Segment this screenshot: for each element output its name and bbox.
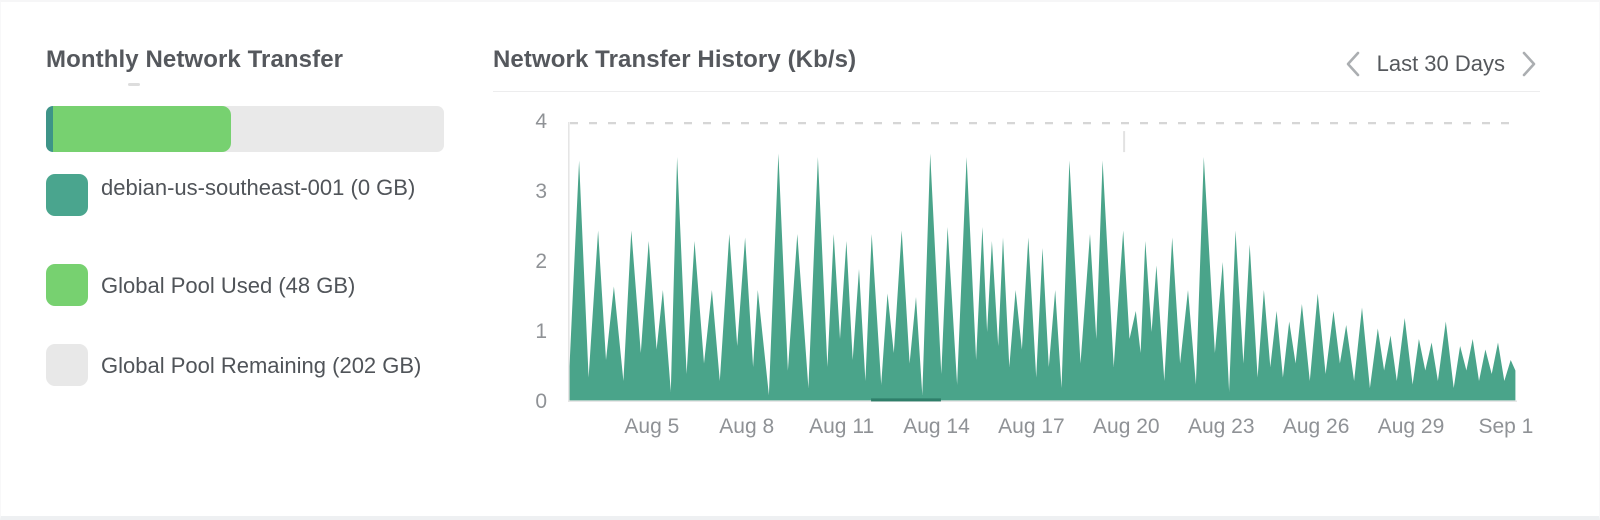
previous-range-button[interactable] [1343, 48, 1363, 80]
x-axis-tick-label: Aug 29 [1377, 415, 1445, 438]
legend-label-pool-used: Global Pool Used (48 GB) [101, 272, 356, 298]
legend-item-pool-used: Global Pool Used (48 GB) [46, 264, 355, 306]
chart-plot-area[interactable] [568, 122, 1517, 402]
x-axis-tick-label: Aug 8 [719, 415, 775, 438]
network-history-chart[interactable] [568, 122, 1517, 402]
x-axis-tick-label: Aug 26 [1282, 415, 1350, 438]
date-range-label: Last 30 Days [1376, 51, 1505, 76]
x-axis-tick-label: Aug 11 [809, 415, 875, 438]
x-axis-tick-label: Aug 14 [903, 415, 970, 438]
legend-swatch-pool-used [46, 264, 88, 306]
legend-label-instance: debian-us-southeast-001 (0 GB) [101, 175, 416, 200]
x-axis-tick-label: Aug 20 [1093, 415, 1160, 438]
y-axis-tick-label: 0 [535, 390, 547, 413]
legend-label-pool-remaining: Global Pool Remaining (202 GB) [101, 352, 422, 378]
title-accent-mark [128, 83, 140, 86]
legend-item-instance: debian-us-southeast-001 (0 GB) [46, 174, 416, 216]
legend-swatch-pool-remaining [46, 344, 88, 386]
x-axis-tick-label: Aug 17 [998, 415, 1065, 438]
panel-divider [493, 91, 1540, 92]
x-axis: Aug 5 Aug 8 Aug 11 Aug 14 Aug 17 Aug 20 Aug 23… [568, 415, 1533, 445]
chevron-right-icon [1522, 51, 1536, 77]
y-axis-tick-label: 4 [535, 110, 547, 133]
monthly-transfer-title: Monthly Network Transfer [46, 46, 344, 73]
x-axis-tick-label: Sep 1 [1478, 415, 1534, 438]
transfer-area-series [568, 153, 1516, 402]
y-axis-tick-label: 1 [535, 320, 547, 343]
legend-item-pool-remaining: Global Pool Remaining (202 GB) [46, 344, 421, 386]
y-axis-tick-label: 2 [535, 250, 547, 273]
x-axis-tick-label: Aug 5 [624, 415, 680, 438]
y-axis: 0 1 2 3 4 [499, 110, 547, 413]
date-range-pager: Last 30 Days [1343, 48, 1539, 80]
x-axis-tick-label: Aug 23 [1187, 415, 1255, 438]
usage-bar-instance-segment [46, 106, 54, 152]
legend-swatch-instance [46, 174, 88, 216]
monthly-transfer-usage-bar [46, 106, 444, 152]
usage-bar-used-segment [53, 106, 232, 152]
y-axis-tick-label: 3 [535, 180, 547, 203]
network-history-title: Network Transfer History (Kb/s) [493, 46, 857, 73]
chevron-left-icon [1346, 51, 1359, 77]
next-range-button[interactable] [1519, 48, 1539, 80]
